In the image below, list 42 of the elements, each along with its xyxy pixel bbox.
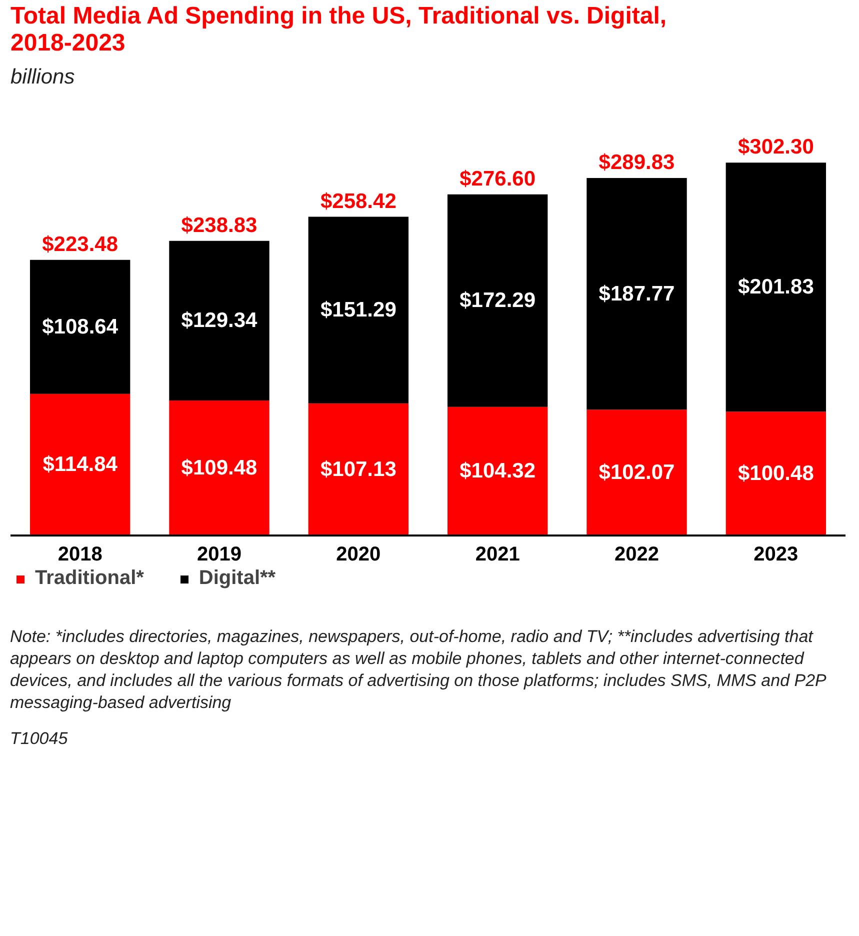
- data-label: $100.48: [738, 462, 814, 486]
- data-label: $172.29: [460, 289, 536, 312]
- bar: [169, 240, 270, 400]
- bar: [586, 178, 687, 410]
- bar: [30, 394, 130, 536]
- chart-subtitle: billions: [10, 66, 76, 88]
- chart-title: Total Media Ad Spending in the US, Traditional vs. Digital, 2018-2023: [10, 2, 667, 56]
- data-label: $107.13: [320, 458, 396, 481]
- total-label: $238.83: [181, 214, 258, 237]
- total-label: $276.60: [460, 167, 536, 190]
- text: Note: *includes directories, magazines, newspapers, out-of-home, radio and TV; **includes advertising that appears on desktop and laptop computers as well as mobile phones, tablets and other internet-connected devices, and includes all the various formats of advertising on those platforms; includes SMS, MMS and P2P messaging-based advertising: [10, 626, 828, 714]
- bar: [30, 260, 130, 394]
- bar: [447, 406, 548, 536]
- data-label: $114.84: [42, 453, 118, 476]
- legend-label: Traditional*: [35, 567, 144, 590]
- bar: [726, 162, 826, 412]
- bar: [447, 194, 548, 407]
- data-label: $102.07: [598, 461, 675, 484]
- total-label: $302.30: [738, 136, 814, 159]
- x-tick-label: 2019: [197, 544, 242, 566]
- total-label: $258.42: [320, 190, 396, 213]
- x-tick-label: 2021: [475, 544, 520, 566]
- bar: [308, 403, 409, 536]
- total-label: $223.48: [42, 232, 118, 256]
- data-label: $187.77: [598, 282, 675, 306]
- total-label: $289.83: [598, 151, 675, 174]
- data-label: $104.32: [460, 460, 536, 483]
- x-tick-label: 2018: [58, 544, 102, 566]
- legend-label: Digital**: [198, 567, 276, 590]
- data-label: $129.34: [181, 309, 258, 332]
- data-label: $151.29: [320, 298, 396, 322]
- bar: [169, 400, 270, 536]
- bar: [308, 216, 409, 404]
- x-tick-label: 2023: [754, 544, 798, 566]
- x-tick-label: 2022: [614, 544, 660, 566]
- data-label: $201.83: [738, 276, 814, 299]
- bar: [726, 412, 826, 536]
- data-label: $109.48: [181, 456, 258, 480]
- bar: [586, 410, 687, 536]
- text: T10045: [10, 728, 68, 750]
- data-label: $108.64: [42, 315, 118, 338]
- x-tick-label: 2020: [336, 544, 381, 566]
